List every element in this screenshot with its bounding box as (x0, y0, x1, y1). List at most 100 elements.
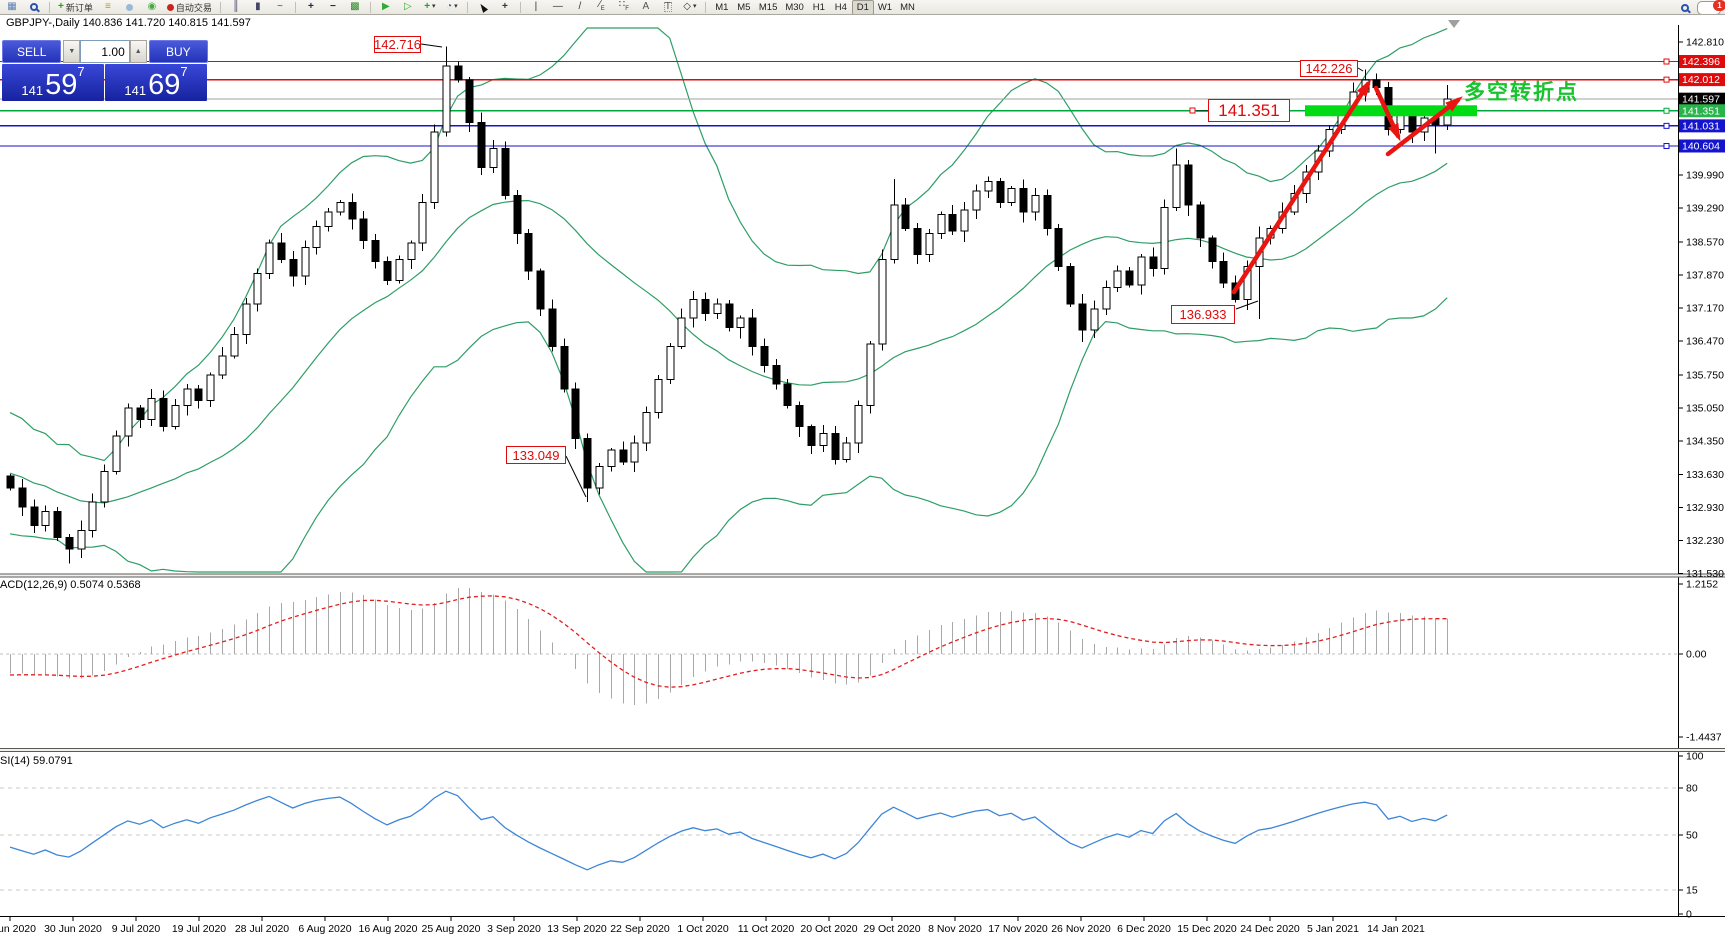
toolbar-separator (219, 1, 221, 13)
zoom-out-button[interactable]: − (329, 1, 336, 12)
chart-shift-marker (1448, 20, 1460, 28)
buy-price-display[interactable]: 141 69 7 (105, 64, 207, 101)
periods-button[interactable]: ◔ ▾ (446, 1, 458, 12)
price-label-sep-low[interactable]: 133.049 (506, 446, 566, 464)
timeframe-H1[interactable]: H1 (812, 1, 825, 13)
toolbar-separator (369, 1, 371, 13)
buy-price-big: 69 (148, 69, 181, 101)
svg-text:15 Dec 2020: 15 Dec 2020 (1177, 923, 1237, 935)
svg-text:0.00: 0.00 (1686, 649, 1707, 661)
svg-text:28 Jul 2020: 28 Jul 2020 (235, 923, 289, 935)
cloud-icon[interactable] (120, 0, 140, 15)
svg-text:142.396: 142.396 (1682, 56, 1720, 68)
timeframe-M5[interactable]: M5 (737, 1, 751, 13)
timeframe-M1[interactable]: M1 (715, 1, 729, 13)
pivot-zone[interactable] (1305, 105, 1477, 117)
svg-text:6 Dec 2020: 6 Dec 2020 (1117, 923, 1171, 935)
price-label-high[interactable]: 142.716 (374, 36, 421, 53)
toolbar-separator (466, 1, 468, 13)
new-order-button[interactable]: + 新订单 (55, 0, 96, 15)
svg-text:138.570: 138.570 (1686, 236, 1724, 248)
svg-text:142.012: 142.012 (1682, 74, 1720, 86)
search-icon[interactable] (1681, 4, 1689, 12)
svg-text:8 Nov 2020: 8 Nov 2020 (928, 923, 982, 935)
timeframe-W1[interactable]: W1 (877, 1, 893, 13)
buy-button[interactable]: BUY (148, 40, 208, 63)
svg-text:9 Jul 2020: 9 Jul 2020 (112, 923, 161, 935)
shapes-tool-button[interactable]: ◇ ▾ (683, 1, 697, 12)
autotrade-dot-icon (166, 3, 174, 11)
svg-text:26 Nov 2020: 26 Nov 2020 (1051, 923, 1111, 935)
trendline-tool-button[interactable]: / (578, 1, 582, 12)
sell-button[interactable]: SELL (2, 40, 62, 63)
new-order-label: 新订单 (65, 2, 93, 13)
text-tool-button[interactable]: A (642, 1, 650, 12)
svg-text:137.870: 137.870 (1686, 269, 1724, 281)
svg-text:5 Jan 2021: 5 Jan 2021 (1307, 923, 1359, 935)
svg-text:13 Sep 2020: 13 Sep 2020 (547, 923, 607, 935)
annotation-layer[interactable] (420, 43, 1477, 498)
rsi-indicator-label: SI(14) 59.0791 (0, 755, 73, 767)
gold-bars-icon[interactable]: ≡ (104, 1, 111, 12)
autotrade-label: 自动交易 (175, 2, 212, 13)
svg-text:132.230: 132.230 (1686, 535, 1724, 547)
timeframe-M30[interactable]: M30 (785, 1, 804, 13)
svg-text:3 Sep 2020: 3 Sep 2020 (487, 923, 541, 935)
magnifier-icon (30, 3, 38, 11)
autotrade-button[interactable]: 自动交易 (164, 0, 215, 15)
price-label-peak[interactable]: 142.226 (1300, 60, 1358, 77)
rsi-pane (0, 787, 1678, 891)
buy-price-pip: 7 (180, 64, 188, 79)
svg-text:140.604: 140.604 (1682, 140, 1720, 152)
svg-text:139.990: 139.990 (1686, 169, 1724, 181)
signal-icon[interactable]: ◉ (147, 1, 157, 12)
price-label-pivot[interactable]: 141.351 (1208, 99, 1290, 122)
toolbar-separator (519, 1, 521, 13)
svg-text:0: 0 (1686, 909, 1692, 921)
timeframe-MN[interactable]: MN (900, 1, 915, 13)
chart-shift-button[interactable]: ▷ (404, 1, 412, 12)
svg-text:20 Oct 2020: 20 Oct 2020 (800, 923, 857, 935)
pivot-annotation-text[interactable]: 多空转折点 (1464, 81, 1579, 104)
svg-text:136.470: 136.470 (1686, 335, 1724, 347)
svg-text:135.050: 135.050 (1686, 402, 1724, 414)
crosshair-tool-button[interactable]: + (501, 1, 508, 12)
volume-input[interactable]: 1.00 (80, 40, 130, 63)
volume-increase-button[interactable]: ▲ (129, 40, 147, 63)
vline-tool-button[interactable]: | (534, 1, 538, 12)
timeframe-M15[interactable]: M15 (758, 1, 778, 13)
svg-text:29 Oct 2020: 29 Oct 2020 (863, 923, 920, 935)
svg-text:22 Sep 2020: 22 Sep 2020 (610, 923, 670, 935)
tile-windows-button[interactable]: ▩ (350, 1, 360, 12)
svg-text:50: 50 (1686, 830, 1698, 842)
hline-tool-button[interactable]: — (552, 1, 563, 12)
indicators-button[interactable]: + ▾ (424, 1, 436, 12)
auto-scroll-button[interactable]: ▶ (382, 1, 390, 12)
timeframe-H4[interactable]: H4 (834, 1, 847, 13)
svg-text:141.351: 141.351 (1682, 105, 1720, 117)
macd-pane (0, 588, 1678, 706)
price-label-dec-low[interactable]: 136.933 (1171, 305, 1235, 324)
svg-text:6 Aug 2020: 6 Aug 2020 (298, 923, 351, 935)
svg-text:1 Oct 2020: 1 Oct 2020 (677, 923, 729, 935)
fibonacci-tool-button[interactable]: ∷F (618, 0, 629, 12)
channel-tool-button[interactable]: ∕E (599, 0, 605, 12)
svg-text:133.630: 133.630 (1686, 469, 1724, 481)
one-click-trade-panel: SELL ▼ 1.00 ▲ BUY 141 59 7 141 69 7 (2, 40, 208, 101)
zoom-in-button[interactable]: + (307, 1, 314, 12)
svg-text:11 Oct 2020: 11 Oct 2020 (738, 923, 795, 935)
svg-text:80: 80 (1686, 783, 1698, 795)
text-label-tool-button[interactable]: T (663, 1, 672, 12)
chart-window-icon[interactable]: ▦ (7, 1, 17, 12)
candle-chart-type-button[interactable]: ▮ (255, 1, 261, 12)
sell-price-display[interactable]: 141 59 7 (2, 64, 104, 101)
volume-decrease-button[interactable]: ▼ (63, 40, 81, 63)
line-chart-type-button[interactable]: ~ (276, 1, 283, 12)
svg-text:100: 100 (1686, 751, 1704, 763)
svg-text:0 Jun 2020: 0 Jun 2020 (0, 923, 36, 935)
axis-layer[interactable]: 142.810 139.990 139.290 138.570 137.870 137.1… (0, 14, 1725, 936)
search-chart-icon[interactable] (24, 0, 44, 15)
svg-text:142.810: 142.810 (1686, 37, 1724, 49)
svg-text:19 Jul 2020: 19 Jul 2020 (172, 923, 226, 935)
bar-chart-type-button[interactable]: ║ (232, 1, 240, 12)
